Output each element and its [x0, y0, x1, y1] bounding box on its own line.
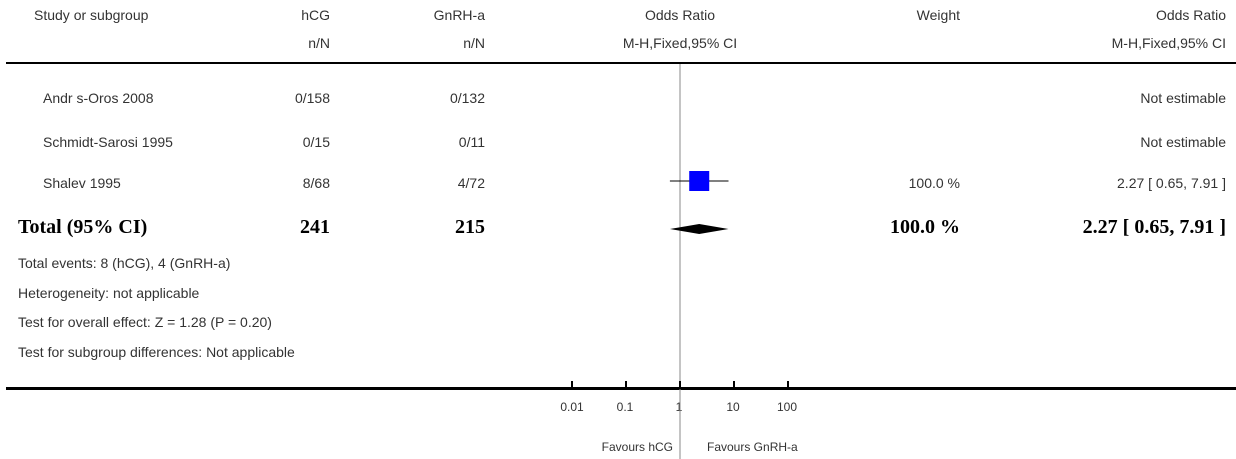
header-or: Odds Ratio	[1155, 7, 1226, 23]
study-exp: 0/15	[302, 134, 330, 150]
total-exp: 241	[300, 216, 330, 238]
study-or: Not estimable	[1140, 90, 1226, 106]
header-rule	[6, 62, 1236, 64]
header-ctrl: GnRH-a	[433, 7, 485, 23]
study-or: Not estimable	[1140, 134, 1226, 150]
header-exp: hCG	[301, 7, 330, 23]
study-name: Shalev 1995	[43, 175, 121, 191]
study-ctrl: 0/132	[449, 90, 485, 106]
study-ctrl: 4/72	[457, 175, 485, 191]
footnote-overall: Test for overall effect: Z = 1.28 (P = 0…	[18, 314, 272, 330]
study-exp: 0/158	[294, 90, 330, 106]
effect-square	[689, 171, 710, 191]
tick-label: 1	[675, 400, 683, 414]
total-weight: 100.0 %	[890, 216, 960, 238]
tick-label: 0.1	[616, 400, 634, 414]
footnote-heterogeneity: Heterogeneity: not applicable	[18, 285, 200, 301]
total-ctrl: 215	[455, 216, 485, 238]
header-plot-sub: M-H,Fixed,95% CI	[622, 35, 738, 51]
study-ctrl: 0/11	[458, 134, 485, 150]
header-weight: Weight	[916, 7, 960, 23]
study-or: 2.27 [ 0.65, 7.91 ]	[1117, 175, 1226, 191]
header-ctrl-sub: n/N	[463, 35, 485, 51]
favours-right: Favours GnRH-a	[707, 440, 798, 454]
total-label: Total (95% CI)	[18, 216, 148, 238]
footnote-subgroup: Test for subgroup differences: Not appli…	[18, 344, 295, 360]
tick-label: 100	[776, 400, 798, 414]
footnote-events: Total events: 8 (hCG), 4 (GnRH-a)	[18, 255, 231, 271]
header-or-sub: M-H,Fixed,95% CI	[1111, 35, 1226, 51]
total-or: 2.27 [ 0.65, 7.91 ]	[1082, 216, 1226, 238]
tick-label: 0.01	[560, 400, 584, 414]
study-weight: 100.0 %	[908, 175, 960, 191]
header-plot: Odds Ratio	[644, 7, 716, 23]
study-name: Andr s-Oros 2008	[43, 90, 154, 106]
header-exp-sub: n/N	[308, 35, 330, 51]
study-name: Schmidt-Sarosi 1995	[43, 134, 173, 150]
header-study: Study or subgroup	[34, 7, 149, 23]
pooled-diamond	[669, 224, 729, 234]
tick-label: 10	[726, 400, 740, 414]
study-exp: 8/68	[302, 175, 330, 191]
favours-left: Favours hCG	[601, 440, 673, 454]
